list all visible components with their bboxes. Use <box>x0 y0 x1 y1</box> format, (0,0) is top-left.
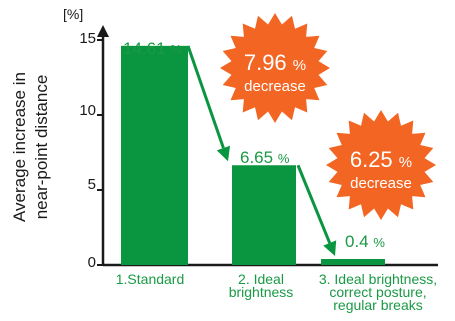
bursts <box>220 13 436 220</box>
y-axis-title-line-1: Average increase in <box>10 72 29 222</box>
arrow-1-to-2-shaft <box>186 45 225 149</box>
annotation-decrease-2: 6.25 % decrease <box>349 147 413 193</box>
burst-shape-2 <box>326 110 436 220</box>
bar-2 <box>232 165 296 265</box>
bars <box>121 45 385 265</box>
arrow-2-to-3-shaft <box>296 164 332 244</box>
value-label-bar-2: 6.65 % <box>240 148 290 167</box>
y-axis-arrowhead <box>97 25 109 37</box>
value-label-bar-3: 0.4 % <box>345 232 385 251</box>
arrow-2-to-3-head <box>323 240 337 256</box>
arrows <box>186 45 337 256</box>
bar-3 <box>321 259 385 265</box>
y-tick-label: 10 <box>79 102 96 119</box>
y-axis-title-line-2: near-point distance <box>32 74 51 220</box>
y-tick-label: 5 <box>87 176 96 193</box>
y-tick-label: 15 <box>79 30 96 47</box>
value-label-bar-1: 14.61 % <box>123 39 182 58</box>
arrow-1-to-2-head <box>216 145 231 162</box>
burst-shape-1 <box>220 13 330 123</box>
bar-1 <box>121 45 188 265</box>
y-tick-label: 0 <box>87 254 96 271</box>
x-category-label-3: 3. Ideal brightness, correct posture, re… <box>318 271 438 313</box>
x-category-label-1: 1.Standard <box>115 271 185 287</box>
x-category-label-2: 2. Ideal brightness <box>228 271 294 300</box>
annotation-decrease-1: 7.96 % decrease <box>243 50 307 96</box>
unit-label: [%] <box>63 6 84 22</box>
